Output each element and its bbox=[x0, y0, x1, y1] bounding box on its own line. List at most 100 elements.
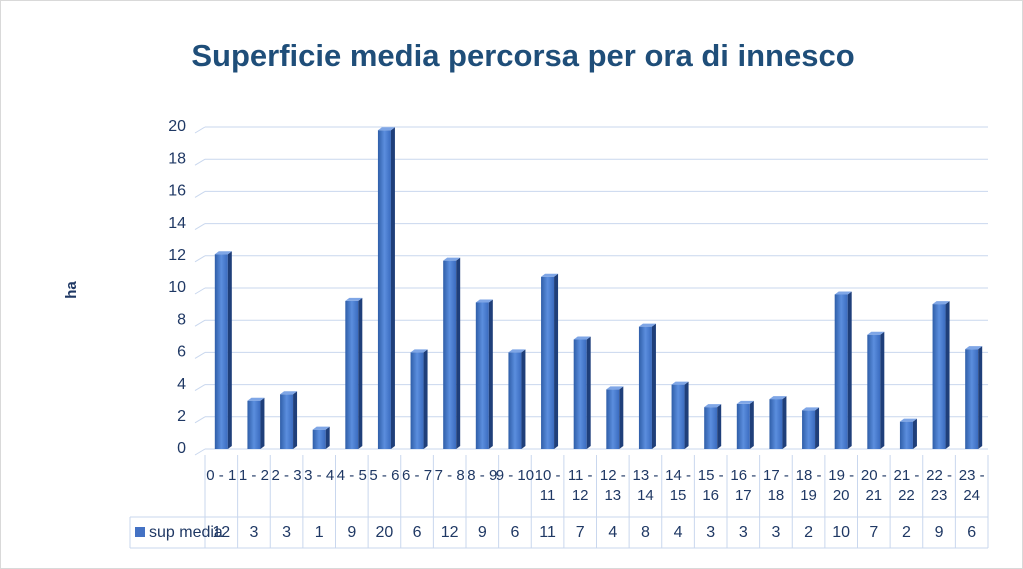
x-tick-label: 4 - 5 bbox=[336, 467, 367, 484]
bar-face bbox=[312, 426, 330, 430]
bar-face bbox=[802, 407, 820, 411]
bar bbox=[443, 257, 461, 449]
bar-face bbox=[541, 276, 555, 449]
y-tick-label: 10 bbox=[168, 279, 186, 296]
bar-face bbox=[475, 299, 493, 303]
x-tick-label: 1 - 2 bbox=[238, 467, 269, 484]
bar-face bbox=[736, 400, 754, 404]
x-tick-label: 22 - 23 bbox=[926, 467, 952, 504]
table-value: 6 bbox=[967, 524, 976, 541]
bar-face bbox=[456, 257, 461, 449]
bar-face bbox=[880, 331, 885, 449]
bar-face bbox=[247, 400, 261, 449]
bar-face bbox=[214, 254, 228, 449]
bar-face bbox=[782, 396, 787, 449]
bar-face bbox=[293, 391, 298, 449]
bar bbox=[671, 381, 689, 449]
grid-line-depth bbox=[194, 384, 206, 392]
bar-face bbox=[586, 336, 591, 449]
bar bbox=[345, 297, 363, 449]
y-tick-label: 0 bbox=[177, 440, 186, 457]
legend-swatch bbox=[135, 527, 145, 537]
bar-face bbox=[749, 400, 754, 449]
x-tick-label: 16 - 17 bbox=[730, 467, 757, 504]
table-value: 3 bbox=[249, 524, 258, 541]
bar-face bbox=[671, 381, 689, 385]
y-tick-label: 12 bbox=[168, 247, 186, 264]
table-value: 6 bbox=[510, 524, 519, 541]
bar bbox=[475, 299, 493, 449]
legend-label: sup media bbox=[149, 524, 223, 541]
bar-face bbox=[769, 396, 787, 400]
bar-face bbox=[573, 339, 587, 449]
bar-face bbox=[521, 349, 526, 449]
table-value: 6 bbox=[413, 524, 422, 541]
grid-line-depth bbox=[194, 223, 206, 231]
y-tick-label: 16 bbox=[168, 183, 186, 200]
bar bbox=[573, 336, 591, 449]
bar bbox=[965, 346, 983, 449]
y-tick-label: 4 bbox=[177, 376, 186, 393]
bar-face bbox=[541, 273, 559, 277]
table-value: 3 bbox=[706, 524, 715, 541]
bar-face bbox=[932, 304, 946, 449]
table-value: 3 bbox=[282, 524, 291, 541]
bar bbox=[280, 391, 298, 449]
table-value: 4 bbox=[608, 524, 617, 541]
y-tick-label: 8 bbox=[177, 311, 186, 328]
x-tick-label: 0 - 1 bbox=[206, 467, 237, 484]
table-value: 3 bbox=[771, 524, 780, 541]
table-value: 1 bbox=[315, 524, 324, 541]
x-tick-label: 6 - 7 bbox=[402, 467, 433, 484]
bar-face bbox=[280, 394, 294, 449]
y-axis-label: ha bbox=[63, 281, 80, 299]
bar-face bbox=[932, 301, 950, 305]
x-tick-label: 18 - 19 bbox=[795, 467, 822, 504]
bar bbox=[769, 396, 787, 449]
bar bbox=[638, 323, 656, 449]
x-tick-label: 11 - 12 bbox=[567, 467, 593, 504]
grid-line-depth bbox=[194, 448, 206, 456]
x-tick-label: 10 - 11 bbox=[534, 467, 561, 504]
bar-face bbox=[671, 384, 685, 449]
grid-line-depth bbox=[194, 255, 206, 263]
bar-face bbox=[214, 251, 232, 255]
table-value: 12 bbox=[212, 524, 230, 541]
bar-face bbox=[475, 302, 489, 449]
x-tick-label: 23 - 24 bbox=[958, 467, 985, 504]
bar bbox=[834, 291, 852, 449]
bar-face bbox=[377, 130, 391, 449]
bar bbox=[736, 400, 754, 449]
bar-face bbox=[978, 346, 983, 449]
bar-face bbox=[834, 291, 852, 295]
bar-face bbox=[847, 291, 852, 449]
x-tick-label: 21 - 22 bbox=[893, 467, 920, 504]
bar-face bbox=[802, 410, 816, 449]
grid-line-depth bbox=[194, 126, 206, 134]
table-value: 10 bbox=[832, 524, 850, 541]
x-tick-label: 2 - 3 bbox=[271, 467, 302, 484]
grid-line-depth bbox=[194, 416, 206, 424]
table-value: 11 bbox=[539, 524, 556, 541]
bar-face bbox=[345, 297, 363, 301]
x-tick-label: 14 - 15 bbox=[665, 467, 691, 504]
table-value: 12 bbox=[441, 524, 459, 541]
table-value: 2 bbox=[804, 524, 813, 541]
table-value: 20 bbox=[376, 524, 394, 541]
bar-face bbox=[638, 323, 656, 327]
table-value: 3 bbox=[739, 524, 748, 541]
bar-face bbox=[410, 352, 424, 449]
bar bbox=[541, 273, 559, 449]
bar-face bbox=[769, 399, 783, 449]
bar-face bbox=[815, 407, 820, 449]
bar-face bbox=[345, 300, 359, 449]
bar-face bbox=[899, 421, 913, 449]
bar-face bbox=[912, 418, 917, 449]
x-tick-label: 13 - 14 bbox=[632, 467, 659, 504]
y-tick-label: 14 bbox=[168, 215, 186, 232]
bar-face bbox=[651, 323, 656, 449]
bar-face bbox=[704, 407, 718, 449]
bar-face bbox=[619, 386, 624, 449]
x-tick-label: 8 - 9 bbox=[467, 467, 498, 484]
